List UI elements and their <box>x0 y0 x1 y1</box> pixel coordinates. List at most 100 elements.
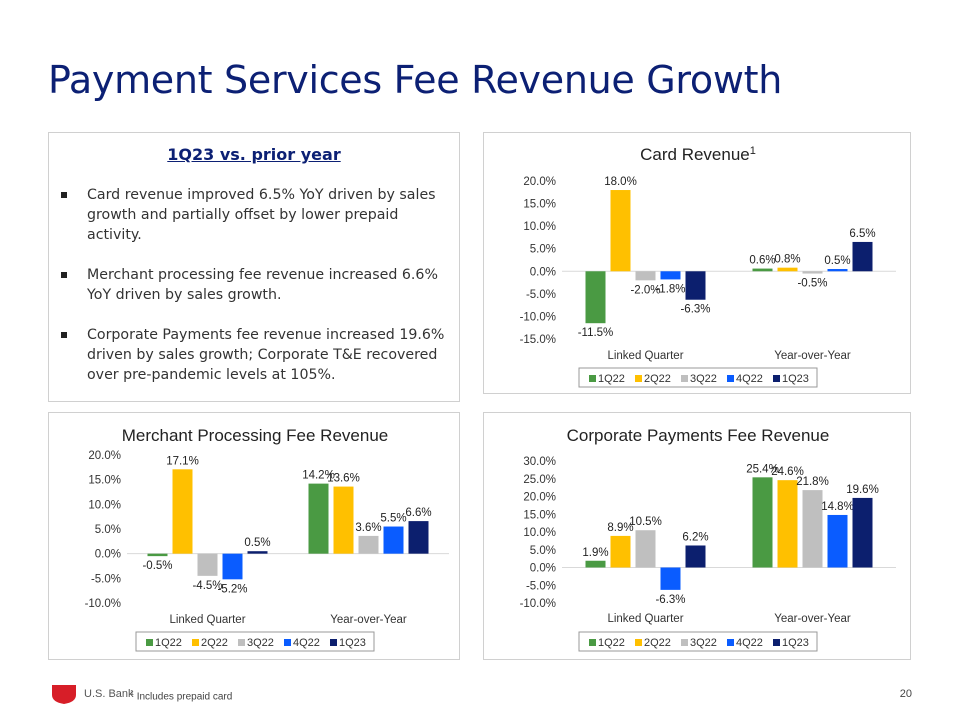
bar-3q22 <box>635 271 656 281</box>
y-tick-label: 15.0% <box>523 199 556 211</box>
data-label: 10.5% <box>629 516 662 528</box>
data-label: 14.8% <box>821 501 854 513</box>
data-label: 24.6% <box>771 466 804 478</box>
y-tick-label: 10.0% <box>88 499 121 511</box>
bar-1q22 <box>752 268 773 272</box>
bar-1q22 <box>585 560 606 568</box>
data-label: 21.8% <box>796 476 829 488</box>
y-tick-label: 20.0% <box>88 450 121 462</box>
slide-title: Payment Services Fee Revenue Growth <box>48 58 782 102</box>
legend-label: 1Q22 <box>155 637 182 649</box>
bar-3q22 <box>358 535 379 554</box>
data-label: 3.6% <box>355 522 381 534</box>
y-tick-label: -15.0% <box>520 334 556 346</box>
bar-4q22 <box>383 526 404 554</box>
bar-3q22 <box>635 530 656 568</box>
data-label: -2.0% <box>630 284 660 296</box>
data-label: 13.6% <box>327 473 360 485</box>
bar-3q22 <box>802 271 823 274</box>
data-label: 0.6% <box>749 255 775 267</box>
category-label: Linked Quarter <box>607 613 683 625</box>
y-tick-label: 15.0% <box>523 509 556 521</box>
summary-bullets: Card revenue improved 6.5% YoY driven by… <box>59 185 451 405</box>
y-tick-label: 5.0% <box>95 524 121 536</box>
y-tick-label: 10.0% <box>523 221 556 233</box>
footnote: 1 Includes prepaid card <box>130 690 232 702</box>
card-revenue-chart: Card Revenue1 20.0% 15.0% 10.0% 5.0% 0.0% -5.0… <box>520 145 896 388</box>
y-tick-label: 5.0% <box>530 244 556 256</box>
legend-swatch <box>284 639 291 646</box>
footnote-text: Includes prepaid card <box>136 691 233 703</box>
category-label: Year-over-Year <box>774 613 851 625</box>
bar-4q22 <box>827 514 848 568</box>
data-label: -0.5% <box>142 560 172 572</box>
legend-box <box>135 631 375 652</box>
bar-1q22 <box>308 483 329 554</box>
y-tick-label: 5.0% <box>530 545 556 557</box>
legend-label: 4Q22 <box>736 637 763 649</box>
legend-label: 1Q23 <box>339 637 366 649</box>
legend-label: 1Q23 <box>782 373 809 385</box>
data-label: 18.0% <box>604 176 637 188</box>
bar-1q23 <box>852 241 873 272</box>
bar-4q22 <box>827 269 848 272</box>
legend-swatch <box>681 375 688 382</box>
bar-3q22 <box>197 553 218 576</box>
data-label: -6.3% <box>680 304 710 316</box>
bar-2q22 <box>333 486 354 554</box>
y-tick-label: -10.0% <box>520 598 556 610</box>
legend-swatch <box>773 639 780 646</box>
bar-1q22 <box>585 271 606 324</box>
legend-label: 2Q22 <box>644 373 671 385</box>
category-label: Year-over-Year <box>330 614 407 626</box>
data-label: 1.9% <box>582 547 608 559</box>
legend-swatch <box>681 639 688 646</box>
legend-swatch <box>635 639 642 646</box>
y-tick-label: -5.0% <box>526 289 556 301</box>
data-label: 19.6% <box>846 484 879 496</box>
corporate-payments-chart: Corporate Payments Fee Revenue 30.0% 25.0%… <box>520 426 896 652</box>
data-label: -11.5% <box>578 327 614 339</box>
chart-title-superscript: 1 <box>750 145 756 157</box>
legend-label: 4Q22 <box>736 373 763 385</box>
bar-2q22 <box>777 480 798 568</box>
data-label: 0.5% <box>244 537 270 549</box>
data-label: 0.8% <box>774 254 800 266</box>
bar-1q23 <box>247 551 268 554</box>
summary-bullet-text: Corporate Payments fee revenue increased… <box>87 327 445 383</box>
bar-1q23 <box>408 521 429 554</box>
legend-label: 3Q22 <box>247 637 274 649</box>
legend-swatch <box>589 639 596 646</box>
legend-swatch <box>589 375 596 382</box>
legend-label: 3Q22 <box>690 637 717 649</box>
bar-2q22 <box>777 267 798 272</box>
legend-swatch <box>773 375 780 382</box>
bar-1q23 <box>852 497 873 568</box>
y-tick-label: 25.0% <box>523 474 556 486</box>
legend-swatch <box>727 375 734 382</box>
legend-swatch <box>635 375 642 382</box>
y-tick-label: 15.0% <box>88 475 121 487</box>
bar-1q23 <box>685 545 706 568</box>
y-tick-label: 0.0% <box>530 563 556 575</box>
summary-bullet-text: Merchant processing fee revenue increase… <box>87 267 438 303</box>
summary-bullet: Card revenue improved 6.5% YoY driven by… <box>59 185 451 245</box>
legend-label: 4Q22 <box>293 637 320 649</box>
data-label: -0.5% <box>797 278 827 290</box>
chart-title: Corporate Payments Fee Revenue <box>567 426 830 445</box>
bullet-square-icon <box>61 192 67 198</box>
legend-label: 2Q22 <box>201 637 228 649</box>
y-tick-label: -10.0% <box>520 311 556 323</box>
data-label: 6.6% <box>405 507 431 519</box>
footnote-marker: 1 <box>130 690 134 697</box>
legend-label: 1Q23 <box>782 637 809 649</box>
data-label: 14.2% <box>302 470 335 482</box>
bar-4q22 <box>660 567 681 590</box>
data-label: 8.9% <box>607 522 633 534</box>
legend-swatch <box>330 639 337 646</box>
data-label: -1.8% <box>655 283 685 295</box>
data-label: -5.2% <box>217 583 247 595</box>
summary-heading: 1Q23 vs. prior year <box>167 145 341 164</box>
legend-label: 2Q22 <box>644 637 671 649</box>
